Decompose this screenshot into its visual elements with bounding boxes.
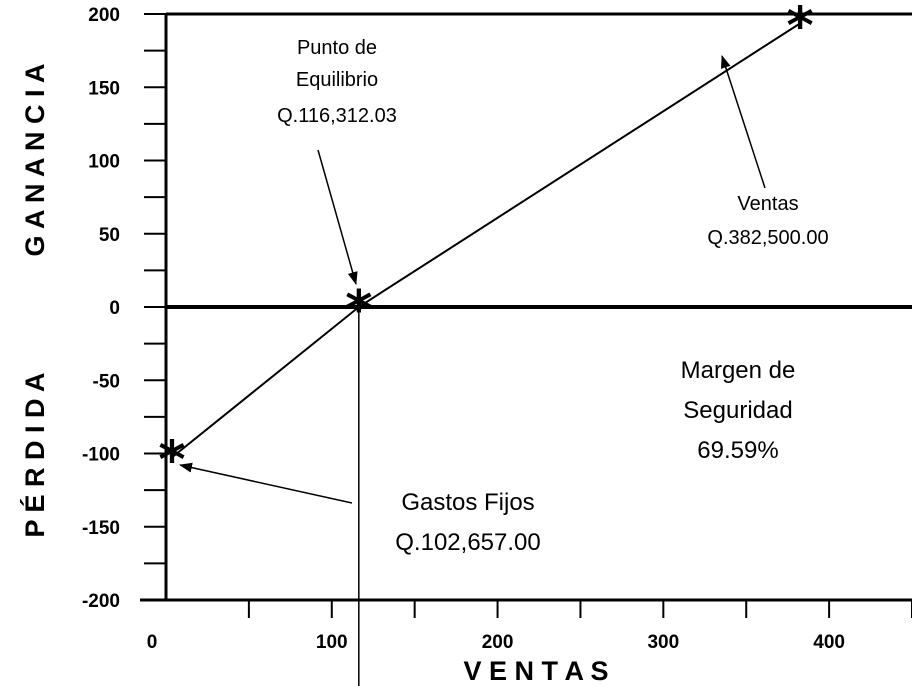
x-ticks	[247, 600, 912, 618]
x-tick-labels: 0 100 200 300 400	[147, 632, 845, 653]
fixed-costs-label-2: Q.102,657.00	[395, 529, 540, 556]
break-even-label-1: Punto de	[297, 37, 377, 59]
y-tick-label: -100	[82, 445, 120, 466]
point-marker: *	[345, 280, 372, 340]
y-tick-label: 150	[88, 78, 120, 99]
y-tick-label: -200	[82, 591, 120, 612]
y-tick-label: 50	[99, 225, 120, 246]
sales-arrow	[720, 55, 766, 189]
break-even-label-2: Equilibrio	[296, 69, 378, 91]
safety-margin-label-1: Margen de	[681, 357, 796, 384]
break-even-arrow	[317, 149, 358, 285]
safety-margin-label-2: Seguridad	[683, 397, 792, 424]
point-marker: *	[158, 430, 185, 490]
y-axis-title-bottom: P É R D I D A	[19, 372, 50, 537]
fixed-costs-label-1: Gastos Fijos	[401, 489, 534, 516]
y-axis-title-top: G A N A N C I A	[20, 64, 50, 257]
x-tick-label: 0	[147, 632, 158, 653]
y-tick-label: -50	[93, 371, 120, 392]
x-axis-title: V E N T A S	[463, 656, 608, 686]
y-tick-label: 0	[109, 298, 120, 319]
x-tick-label: 300	[647, 632, 679, 653]
break-even-label-3: Q.116,312.03	[277, 105, 397, 127]
fixed-costs-arrow	[179, 462, 353, 504]
y-tick-label: -150	[82, 518, 120, 539]
sales-label-1: Ventas	[737, 193, 798, 215]
x-tick-label: 400	[813, 632, 845, 653]
point-marker: *	[786, 0, 813, 56]
x-tick-label: 100	[316, 632, 348, 653]
x-tick-label: 200	[482, 632, 514, 653]
y-tick-label: 100	[88, 152, 120, 173]
y-ticks	[144, 13, 166, 601]
safety-margin-label-3: 69.59%	[697, 437, 778, 464]
y-tick-labels: 200 150 100 50 0 -50 -100 -150 -200	[82, 5, 120, 612]
profit-line	[171, 22, 801, 459]
sales-label-2: Q.382,500.00	[707, 227, 828, 249]
y-tick-label: 200	[88, 5, 120, 26]
markers: * * *	[158, 0, 813, 490]
